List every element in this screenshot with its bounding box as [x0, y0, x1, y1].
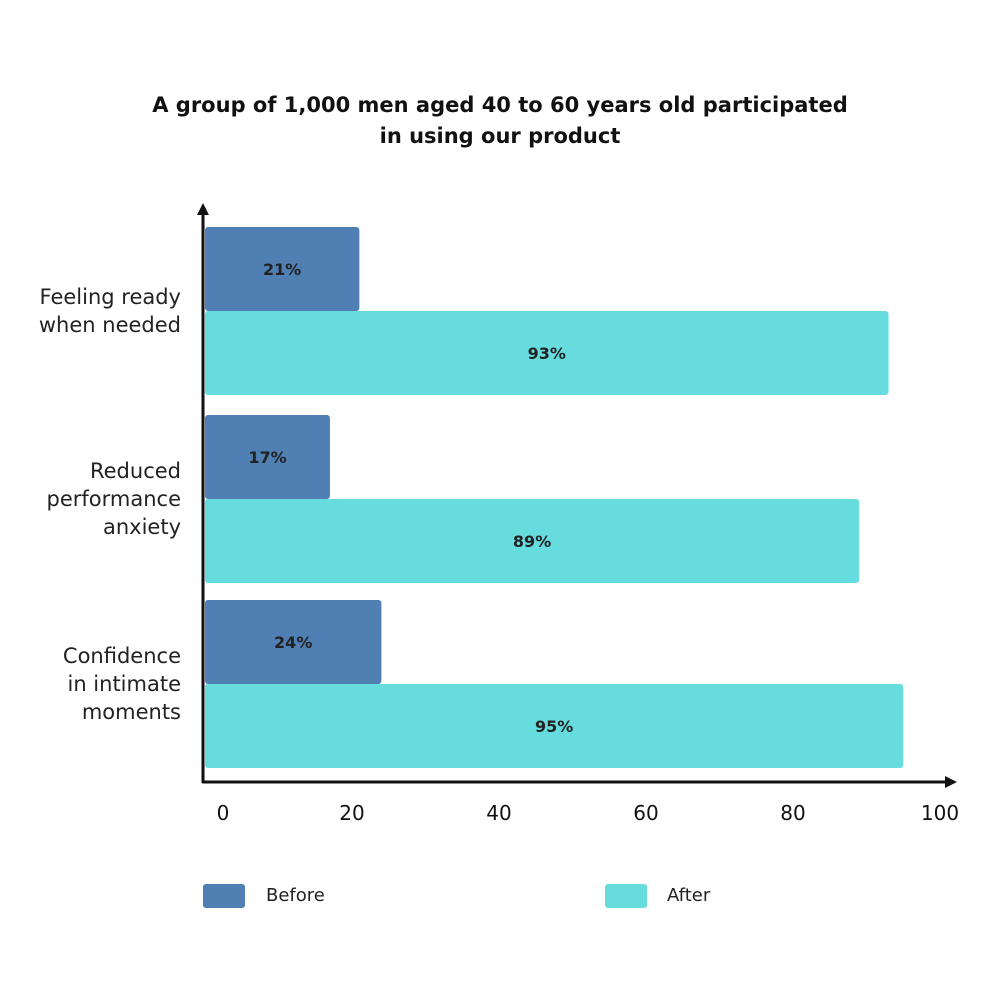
category-label-line: anxiety: [102, 515, 181, 539]
bar-after: [205, 499, 860, 583]
x-tick-label: 40: [486, 801, 511, 825]
category-label-line: performance: [46, 487, 182, 511]
bar-value-label: 93%: [528, 344, 566, 363]
chart-title-line-2: in using our product: [379, 124, 621, 148]
category-label-line: Confidence: [62, 644, 181, 668]
category-label-line: moments: [81, 700, 181, 724]
bar-value-label: 95%: [535, 717, 573, 736]
bar-value-label: 21%: [263, 260, 301, 279]
category-label-line: Reduced: [89, 459, 181, 483]
legend-label-before: Before: [266, 885, 325, 906]
bar-after: [205, 684, 904, 768]
bar-value-label: 17%: [248, 448, 286, 467]
chart-title: A group of 1,000 men aged 40 to 60 years…: [0, 90, 1000, 152]
bar-before: [205, 600, 382, 684]
bar-value-label: 24%: [274, 633, 312, 652]
x-tick-label: 80: [780, 801, 805, 825]
bar-before: [205, 415, 330, 499]
legend-label-after: After: [667, 885, 711, 906]
category-label-line: Feeling ready: [39, 285, 181, 309]
legend-swatch-after: [605, 884, 647, 908]
bar-after: [205, 311, 889, 395]
bar-value-label: 89%: [513, 532, 551, 551]
category-label-line: when needed: [38, 313, 181, 337]
bar-before: [205, 227, 360, 311]
category-label: Feeling ready when needed: [39, 283, 181, 339]
x-axis-arrow-icon: [945, 776, 957, 788]
x-tick-label: 0: [217, 801, 230, 825]
x-tick-label: 100: [921, 801, 959, 825]
x-tick-label: 20: [339, 801, 364, 825]
x-tick-label: 60: [633, 801, 658, 825]
category-label: Reduced performance anxiety: [47, 457, 182, 541]
y-axis-arrow-icon: [197, 203, 209, 215]
chart-title-line-1: A group of 1,000 men aged 40 to 60 years…: [152, 93, 848, 117]
legend-swatch-before: [203, 884, 245, 908]
category-label-line: in intimate: [67, 672, 181, 696]
category-label: Confidence in intimate moments: [63, 642, 181, 726]
